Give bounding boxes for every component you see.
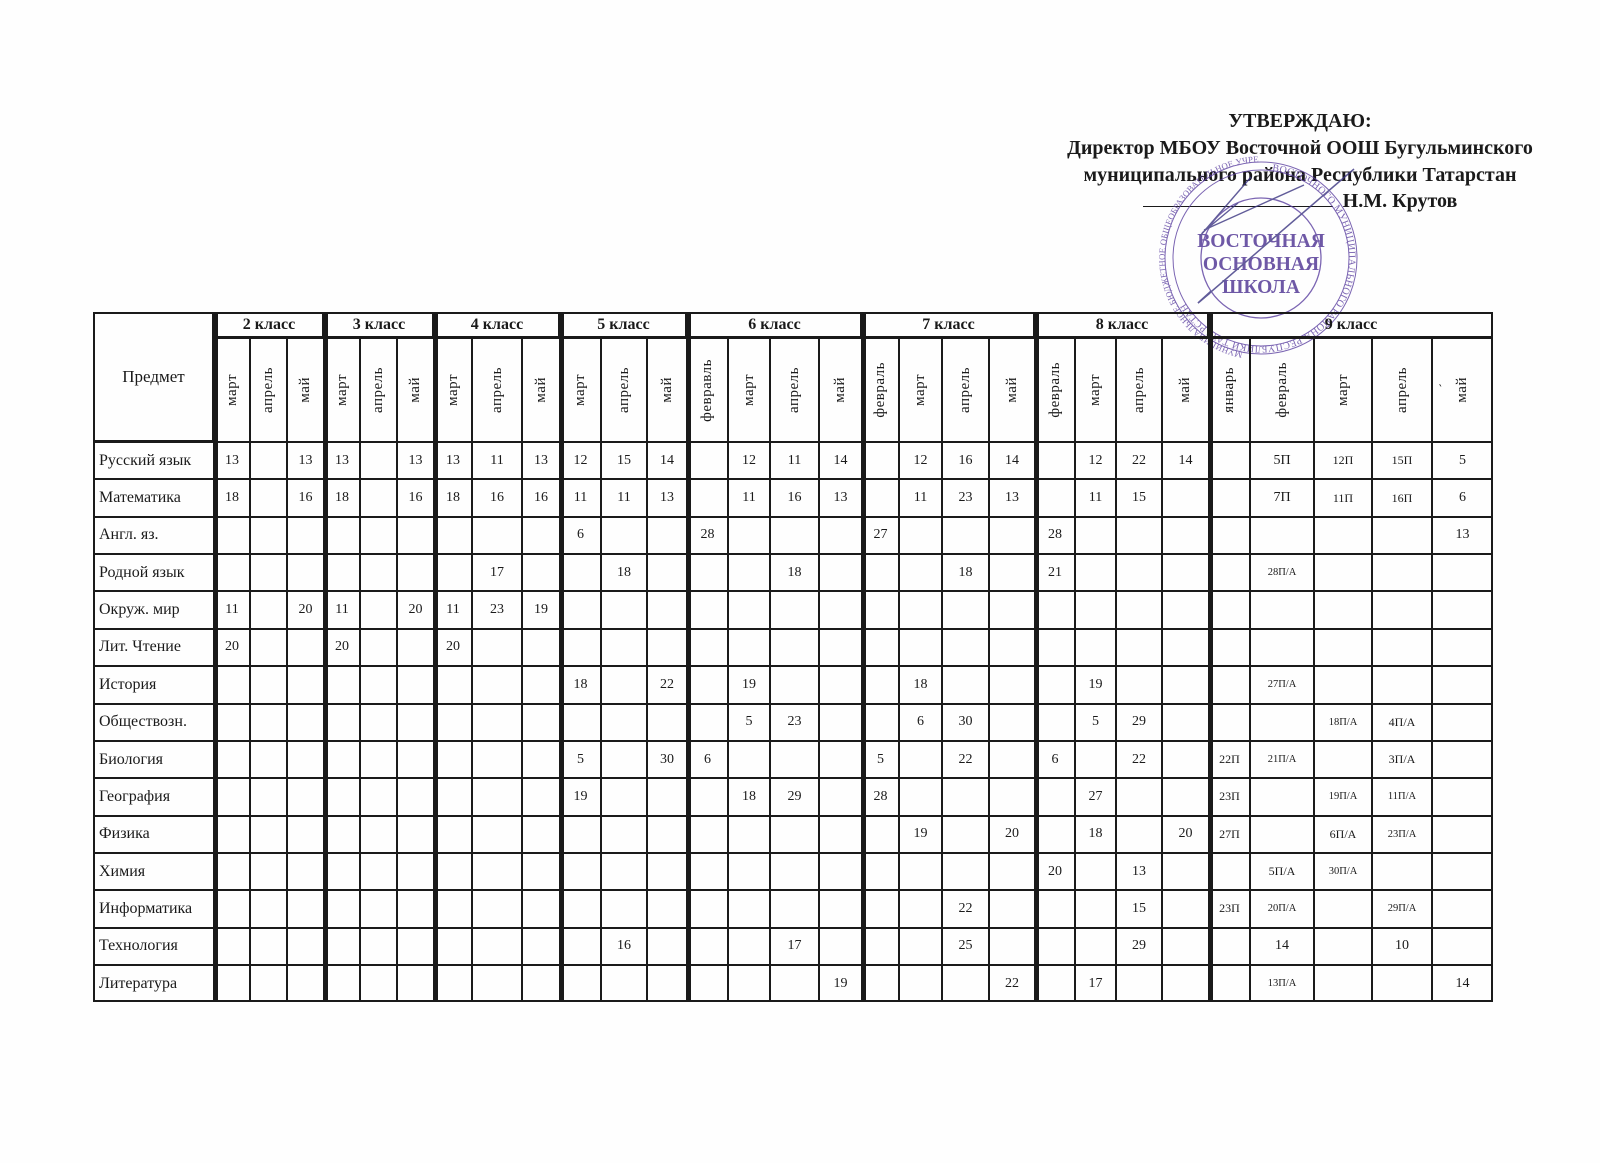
- svg-text:ШКОЛА: ШКОЛА: [1222, 277, 1300, 298]
- svg-text:ОСНОВНАЯ: ОСНОВНАЯ: [1203, 254, 1319, 275]
